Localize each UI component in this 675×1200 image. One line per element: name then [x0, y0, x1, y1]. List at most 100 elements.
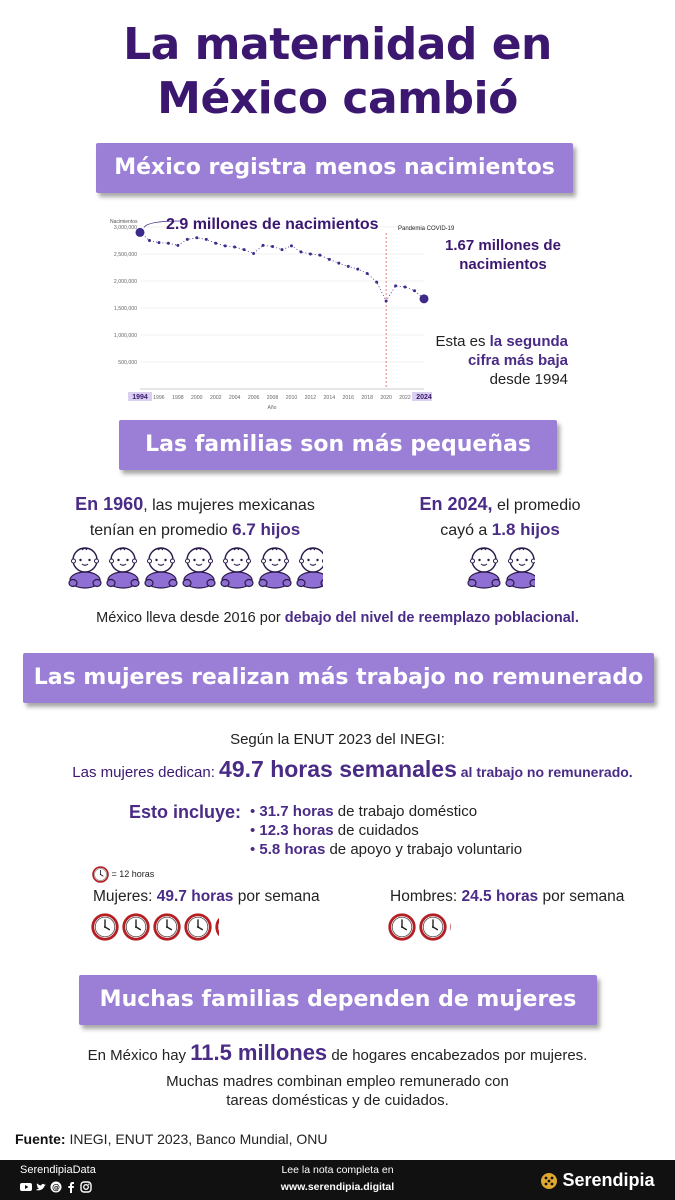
births-data-point [147, 239, 151, 242]
y-tick-label: 500,000 [118, 360, 137, 366]
mothers-note-line-2: tareas domésticas y de cuidados. [226, 1092, 449, 1109]
y-tick-label: 3,000,000 [114, 225, 137, 231]
x-tick-label: 2006 [248, 395, 260, 401]
births-data-point [394, 284, 398, 288]
instagram-icon[interactable] [80, 1181, 92, 1193]
includes-item: • 12.3 horas de cuidados [250, 821, 522, 840]
bullet: • [250, 822, 260, 839]
includes-item-hours: 5.8 horas [259, 841, 326, 858]
births-data-point [280, 248, 284, 252]
stat-2024-text-2: cayó a [440, 522, 492, 539]
twitter-icon[interactable] [35, 1181, 47, 1193]
source-text: INEGI, ENUT 2023, Banco Mundial, ONU [65, 1131, 328, 1147]
includes-item: • 31.7 horas de trabajo doméstico [250, 802, 522, 821]
banner-unpaid-work: Las mujeres realizan más trabajo no remu… [23, 653, 654, 703]
banner-dependence: Muchas familias dependen de mujeres [79, 975, 597, 1025]
includes-item: • 5.8 horas de apoyo y trabajo voluntari… [250, 840, 522, 859]
source-label: Fuente: [15, 1131, 66, 1147]
women-hours-suffix: por semana [233, 888, 320, 905]
households-value: 11.5 millones [190, 1040, 328, 1065]
stat-2024-year: En 2024, [419, 494, 493, 514]
births-data-point [242, 248, 246, 252]
women-hours-label: Mujeres: 49.7 horas por semana [93, 888, 320, 906]
x-tick-label: 1996 [153, 395, 165, 401]
includes-item-hours: 12.3 horas [259, 822, 334, 839]
replacement-note-text: México lleva desde 2016 por [96, 610, 285, 626]
births-data-point [214, 241, 218, 245]
stat-2024: En 2024, el promedio cayó a 1.8 hijos [400, 492, 600, 543]
stat-1960-year: En 1960 [75, 494, 144, 514]
x-axis-label: Año [268, 405, 277, 411]
clock-icon [184, 913, 212, 941]
births-data-point [233, 245, 237, 249]
births-data-point [346, 264, 350, 268]
bullet: • [250, 803, 260, 820]
births-data-point [252, 251, 256, 255]
x-tick-label: 2016 [342, 395, 354, 401]
births-data-point [135, 227, 145, 237]
threads-icon[interactable]: @ [50, 1181, 62, 1193]
x-tick-label: 2004 [229, 395, 241, 401]
clock-icon [92, 866, 109, 883]
svg-text:@: @ [52, 1183, 60, 1192]
dedicate-label: Las mujeres dedican: [72, 764, 220, 781]
x-tick-label: 2008 [267, 395, 279, 401]
births-data-point [289, 244, 293, 248]
x-tick-label: 2018 [361, 395, 373, 401]
births-data-point [384, 299, 388, 303]
annotation-note: Esta es la segunda cifra más baja desde … [412, 332, 568, 389]
births-data-point [195, 236, 199, 240]
x-tick-label: 1994 [132, 394, 148, 401]
y-tick-label: 2,000,000 [114, 279, 137, 285]
women-hours-prefix: Mujeres: [93, 888, 157, 905]
y-tick-label: 1,500,000 [114, 306, 137, 312]
mothers-note-line-1: Muchas madres combinan empleo remunerado… [166, 1073, 509, 1090]
dedicate-hours: 49.7 horas semanales [219, 756, 457, 782]
banner-births: México registra menos nacimientos [96, 143, 573, 193]
men-hours-prefix: Hombres: [390, 888, 462, 905]
facebook-icon[interactable] [65, 1181, 77, 1193]
includes-item-text: de cuidados [333, 822, 419, 839]
x-tick-label: 2014 [324, 395, 336, 401]
baby-icon [182, 547, 216, 589]
births-data-point [356, 267, 360, 271]
clock-icon [215, 917, 220, 937]
includes-item-hours: 31.7 horas [259, 803, 334, 820]
births-data-point [308, 252, 312, 256]
men-hours-value: 24.5 horas [461, 888, 539, 905]
clock-icon [419, 913, 447, 941]
baby-icon [106, 547, 140, 589]
read-more-text: Lee la nota completa en [281, 1164, 394, 1176]
births-data-point [375, 280, 379, 284]
footer-bar: SerendipiaData @ Lee la nota completa en… [0, 1160, 675, 1200]
births-series-line [139, 232, 425, 302]
births-data-point [299, 250, 303, 254]
x-tick-label: 2022 [399, 395, 411, 401]
clock-icon [91, 913, 119, 941]
x-tick-label: 2002 [210, 395, 222, 401]
footer-url[interactable]: www.serendipia.digital [280, 1181, 395, 1193]
x-tick-highlight [128, 392, 152, 401]
births-line-chart: Nacimientos 500,000 1,000,000 1,500,000 2,00… [110, 219, 432, 411]
stat-1960-text: , las mujeres mexicanas [143, 497, 315, 514]
page-title-line-1: La maternidad en [123, 19, 552, 70]
includes-list: • 31.7 horas de trabajo doméstico • 12.3 … [250, 802, 522, 859]
annotation-max-arrow [143, 220, 181, 228]
births-data-point [318, 253, 322, 257]
youtube-icon[interactable] [20, 1181, 32, 1193]
x-tick-highlight [412, 392, 432, 401]
men-hours-label: Hombres: 24.5 horas por semana [390, 888, 624, 906]
serendipia-logo-icon [541, 1172, 557, 1189]
births-data-point [337, 261, 341, 265]
households-suffix: de hogares encabezados por mujeres. [327, 1047, 588, 1064]
women-clocks-row [91, 913, 220, 943]
note-highlight: la segunda [489, 333, 568, 350]
annotation-max: 2.9 millones de nacimientos [166, 216, 379, 234]
x-tick-label: 2024 [416, 394, 432, 401]
note-highlight-2: cifra más baja [467, 352, 568, 369]
births-data-point [419, 294, 429, 304]
y-axis-label: Nacimientos [110, 219, 138, 225]
baby-icon [505, 547, 536, 589]
bullet: • [250, 841, 260, 858]
source-line: Fuente: INEGI, ENUT 2023, Banco Mundial,… [15, 1131, 328, 1147]
